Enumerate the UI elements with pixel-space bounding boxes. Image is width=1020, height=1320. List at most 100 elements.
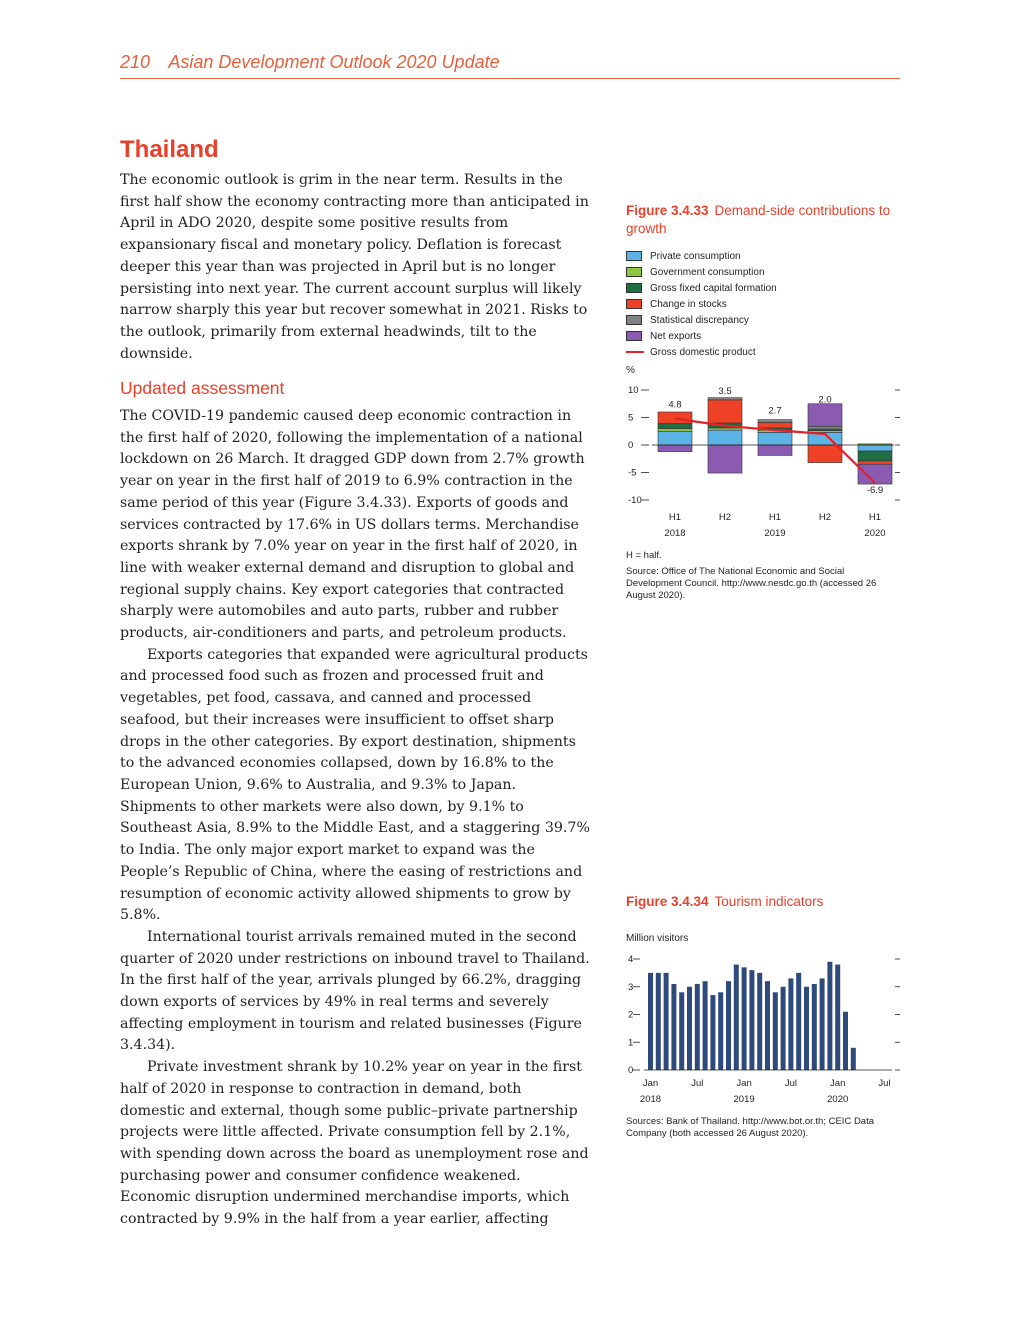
publication-title: Asian Development Outlook 2020 Update — [168, 52, 500, 72]
gdp-data-label: 2.0 — [818, 395, 831, 406]
x-tick-label: H1 — [869, 512, 881, 523]
legend-label: Gross fixed capital formation — [650, 282, 777, 294]
visitor-bar — [811, 983, 817, 1070]
x-tick-label: Jul — [691, 1078, 703, 1089]
visitor-bar — [850, 1047, 856, 1070]
figure2-number: Figure 3.4.34 — [626, 894, 709, 909]
visitor-bar — [687, 986, 692, 1070]
bar-segment — [657, 430, 693, 446]
legend-item-government-consumption: Government consumption — [626, 264, 777, 280]
visitor-bar — [679, 992, 685, 1070]
subsection-title: Updated assessment — [120, 378, 285, 399]
figure2-unit: Million visitors — [626, 933, 689, 944]
visitor-bar — [780, 986, 786, 1070]
bar-segment — [757, 444, 793, 456]
x-tick-label: Jul — [878, 1078, 890, 1089]
y-tick-label: 10 — [628, 385, 639, 396]
visitor-bar — [827, 961, 833, 1070]
figure1-number: Figure 3.4.33 — [626, 203, 709, 218]
figure1-caption: Figure 3.4.33 Demand-side contributions t… — [626, 202, 906, 238]
bar-segment — [707, 444, 743, 474]
figure1-title: Demand-side contributions to growth — [626, 203, 891, 236]
visitor-bar — [835, 964, 841, 1070]
intro-paragraph: The economic outlook is grim in the near… — [120, 172, 589, 362]
figure2-caption: Figure 3.4.34 Tourism indicators — [626, 893, 906, 911]
y-tick-label: 2 — [628, 1010, 633, 1021]
y-tick-label: -10 — [628, 495, 642, 506]
legend-swatch — [626, 283, 642, 293]
bar-segment — [707, 429, 743, 446]
legend-swatch — [626, 299, 642, 309]
y-tick-label: 1 — [628, 1037, 633, 1048]
bar-segment — [757, 422, 793, 429]
body-paragraph-2: Exports categories that expanded were ag… — [120, 646, 590, 924]
x-tick-label: H2 — [819, 512, 831, 523]
legend-label: Gross domestic product — [650, 346, 756, 358]
y-tick-label: 4 — [628, 954, 633, 965]
visitor-bar — [655, 972, 661, 1070]
legend-item-change-in-stocks: Change in stocks — [626, 296, 777, 312]
y-tick-label: -5 — [628, 468, 636, 479]
gdp-data-label: 2.7 — [768, 406, 781, 417]
x-year-label: 2020 — [827, 1094, 848, 1105]
visitor-bar — [702, 981, 708, 1070]
visitor-bar — [788, 978, 794, 1070]
visitor-bar — [749, 970, 755, 1070]
bar-segment — [707, 427, 743, 431]
gdp-data-label: 3.5 — [718, 386, 731, 397]
figure1-source: Source: Office of The National Economic … — [626, 566, 877, 601]
x-year-label: 2020 — [864, 528, 885, 539]
legend-label: Net exports — [650, 330, 702, 342]
figure1-legend: Private consumption Government consumpti… — [626, 248, 777, 360]
visitor-bar — [796, 972, 802, 1070]
tourism-chart: 4 3 2 1 0 Jan Jul Jan Jul Jan Jul 2018 2019 2020 — [628, 954, 900, 1105]
bar-segment — [857, 444, 893, 452]
x-tick-label: Jan — [830, 1078, 845, 1089]
legend-item-private-consumption: Private consumption — [626, 248, 777, 264]
figure1-note: H = half. — [626, 550, 662, 561]
page-number: 210 — [120, 52, 151, 72]
visitor-bar — [671, 983, 677, 1070]
visitor-bar — [804, 986, 809, 1070]
visitor-bar — [710, 995, 716, 1070]
visitor-bar — [819, 978, 825, 1070]
x-year-label: 2018 — [640, 1094, 661, 1105]
bar-segment — [657, 423, 693, 429]
legend-label: Private consumption — [650, 250, 741, 262]
x-tick-label: Jan — [643, 1078, 658, 1089]
legend-item-gfcf: Gross fixed capital formation — [626, 280, 777, 296]
legend-item-statistical-discrepancy: Statistical discrepancy — [626, 312, 777, 328]
visitor-bar — [757, 972, 763, 1070]
legend-swatch — [626, 315, 642, 325]
legend-swatch — [626, 331, 642, 341]
legend-item-gdp: Gross domestic product — [626, 344, 777, 360]
visitor-bar — [726, 981, 731, 1070]
visitor-bar — [843, 1011, 848, 1070]
bar-segment — [707, 397, 743, 401]
bar-segment — [757, 419, 793, 423]
x-year-label: 2019 — [734, 1094, 755, 1105]
x-tick-label: H2 — [719, 512, 731, 523]
visitor-bar — [741, 967, 747, 1070]
legend-item-net-exports: Net exports — [626, 328, 777, 344]
y-tick-label: 0 — [628, 440, 633, 451]
visitor-bar — [694, 983, 700, 1070]
section-title: Thailand — [120, 136, 219, 163]
y-tick-label: 0 — [628, 1065, 633, 1076]
x-year-label: 2019 — [764, 528, 785, 539]
visitor-bar — [772, 992, 778, 1070]
x-tick-label: H1 — [669, 512, 681, 523]
bar-segment — [757, 432, 793, 446]
x-tick-label: Jul — [785, 1078, 797, 1089]
bar-segment — [857, 463, 893, 485]
bar-segment — [807, 425, 843, 430]
x-tick-label: H1 — [769, 512, 781, 523]
bar-segment — [707, 399, 743, 424]
x-year-label: 2018 — [664, 528, 685, 539]
visitor-bar — [733, 964, 739, 1070]
bar-segment — [657, 444, 693, 452]
bar-segment — [857, 450, 893, 462]
figure2-title: Tourism indicators — [714, 894, 824, 909]
visitor-bar — [663, 972, 669, 1070]
legend-swatch — [626, 267, 642, 277]
